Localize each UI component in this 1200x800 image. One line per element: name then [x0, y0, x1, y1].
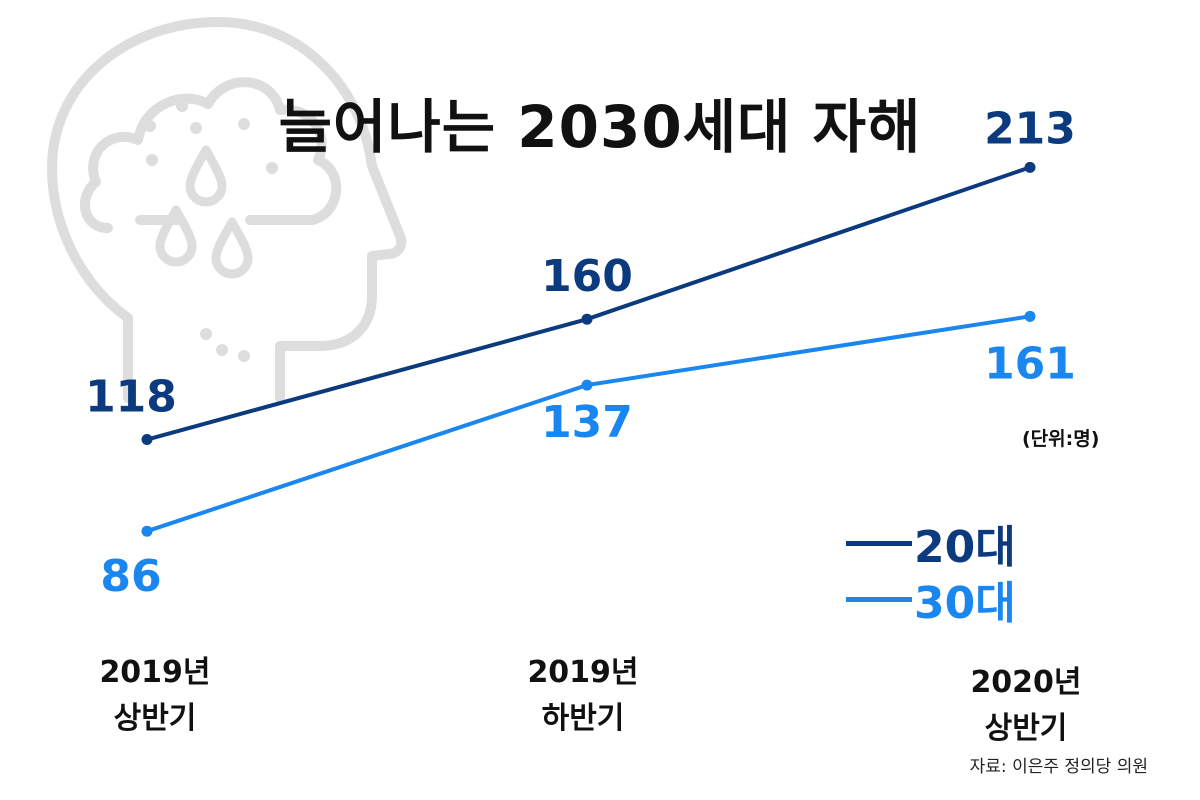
legend-swatch — [846, 540, 912, 546]
legend-label: 30대 — [914, 578, 1016, 629]
data-point — [141, 434, 153, 446]
legend-item: 30대 — [846, 574, 1016, 629]
data-label: 160 — [541, 251, 633, 302]
data-label: 118 — [85, 372, 177, 423]
chart-title: 늘어나는 2030세대 자해 — [278, 93, 922, 161]
data-point — [141, 525, 153, 537]
data-label: 86 — [100, 551, 161, 602]
legend-swatch — [846, 596, 912, 602]
data-label: 213 — [984, 103, 1076, 154]
data-label: 137 — [541, 397, 633, 448]
legend-item: 20대 — [846, 518, 1016, 573]
legend-label: 20대 — [914, 522, 1016, 573]
x-tick-label: 2020년 상반기 — [970, 665, 1082, 746]
unit-label: (단위:명) — [1022, 428, 1100, 450]
data-point — [1024, 310, 1036, 322]
source-note: 자료: 이은주 정의당 의원 — [969, 757, 1148, 777]
data-point — [581, 379, 593, 391]
x-tick-label: 2019년 상반기 — [99, 655, 211, 736]
x-tick-label: 2019년 하반기 — [527, 655, 639, 736]
data-label: 161 — [984, 338, 1076, 389]
data-point — [1024, 161, 1036, 173]
data-point — [581, 313, 593, 325]
